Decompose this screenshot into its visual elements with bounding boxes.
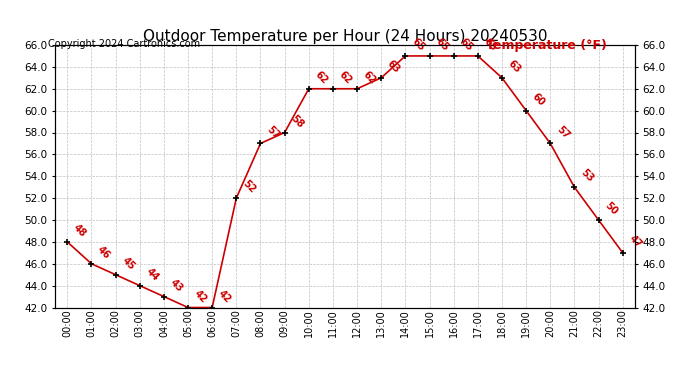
Text: 65: 65	[458, 36, 475, 53]
Text: 65: 65	[434, 36, 451, 53]
Text: 62: 62	[337, 69, 354, 86]
Text: Temperature (°F): Temperature (°F)	[486, 39, 607, 53]
Text: 57: 57	[555, 124, 571, 141]
Text: 65: 65	[410, 36, 426, 53]
Text: 50: 50	[603, 201, 620, 217]
Text: 53: 53	[579, 168, 595, 184]
Text: 57: 57	[265, 124, 282, 141]
Text: 42: 42	[217, 288, 233, 305]
Text: 62: 62	[362, 69, 378, 86]
Text: 62: 62	[313, 69, 330, 86]
Text: 47: 47	[627, 233, 644, 250]
Text: 63: 63	[506, 58, 523, 75]
Text: Copyright 2024 Cartronics.com: Copyright 2024 Cartronics.com	[48, 39, 200, 50]
Text: 60: 60	[531, 91, 547, 108]
Text: 43: 43	[168, 277, 185, 294]
Text: 52: 52	[241, 179, 257, 195]
Title: Outdoor Temperature per Hour (24 Hours) 20240530: Outdoor Temperature per Hour (24 Hours) …	[143, 29, 547, 44]
Text: 44: 44	[144, 266, 161, 283]
Text: 65: 65	[482, 36, 499, 53]
Text: 46: 46	[96, 244, 112, 261]
Text: 45: 45	[120, 255, 137, 272]
Text: 48: 48	[72, 222, 88, 239]
Text: 58: 58	[289, 113, 306, 130]
Text: 63: 63	[386, 58, 402, 75]
Text: 42: 42	[193, 288, 209, 305]
